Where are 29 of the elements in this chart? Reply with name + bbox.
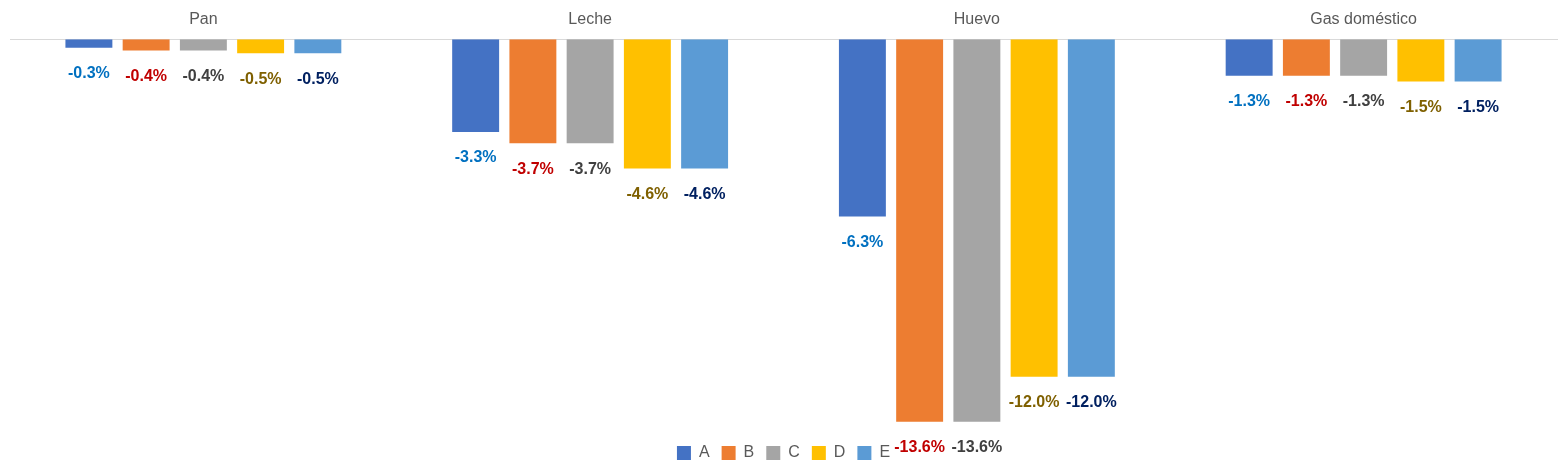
data-label: -1.3% [1342, 92, 1385, 110]
legend-label: E [879, 443, 891, 461]
data-label: -1.3% [1285, 92, 1328, 110]
x-tick-label: Pan [189, 10, 218, 28]
data-label: -1.5% [1457, 97, 1499, 115]
data-label: -12.0% [1066, 393, 1117, 411]
data-label: -0.4% [182, 66, 225, 84]
data-label: -13.6% [951, 438, 1003, 456]
data-label: -4.6% [683, 185, 726, 202]
data-label: -1.3% [1228, 92, 1271, 110]
data-label: -3.3% [454, 148, 497, 166]
data-label: -1.5% [1399, 97, 1442, 115]
data-label: -3.7% [511, 159, 554, 177]
legend-label: B [743, 443, 755, 461]
data-label: -0.4% [125, 66, 168, 84]
legend-label: C [788, 443, 800, 461]
data-label: -3.7% [569, 159, 612, 177]
data-label: -13.6% [894, 438, 945, 456]
x-tick-label: Gas doméstico [1310, 10, 1418, 28]
data-label: -0.5% [296, 69, 339, 87]
data-label: -0.5% [239, 69, 282, 87]
data-label: -6.3% [841, 232, 884, 250]
data-label: -4.6% [626, 185, 669, 202]
x-tick-label: Huevo [953, 10, 1001, 28]
data-label: -12.0% [1008, 393, 1060, 411]
legend-label: D [833, 443, 846, 461]
data-label: -0.3% [68, 64, 110, 82]
x-tick-label: Leche [568, 10, 613, 28]
legend-label: A [698, 443, 710, 461]
